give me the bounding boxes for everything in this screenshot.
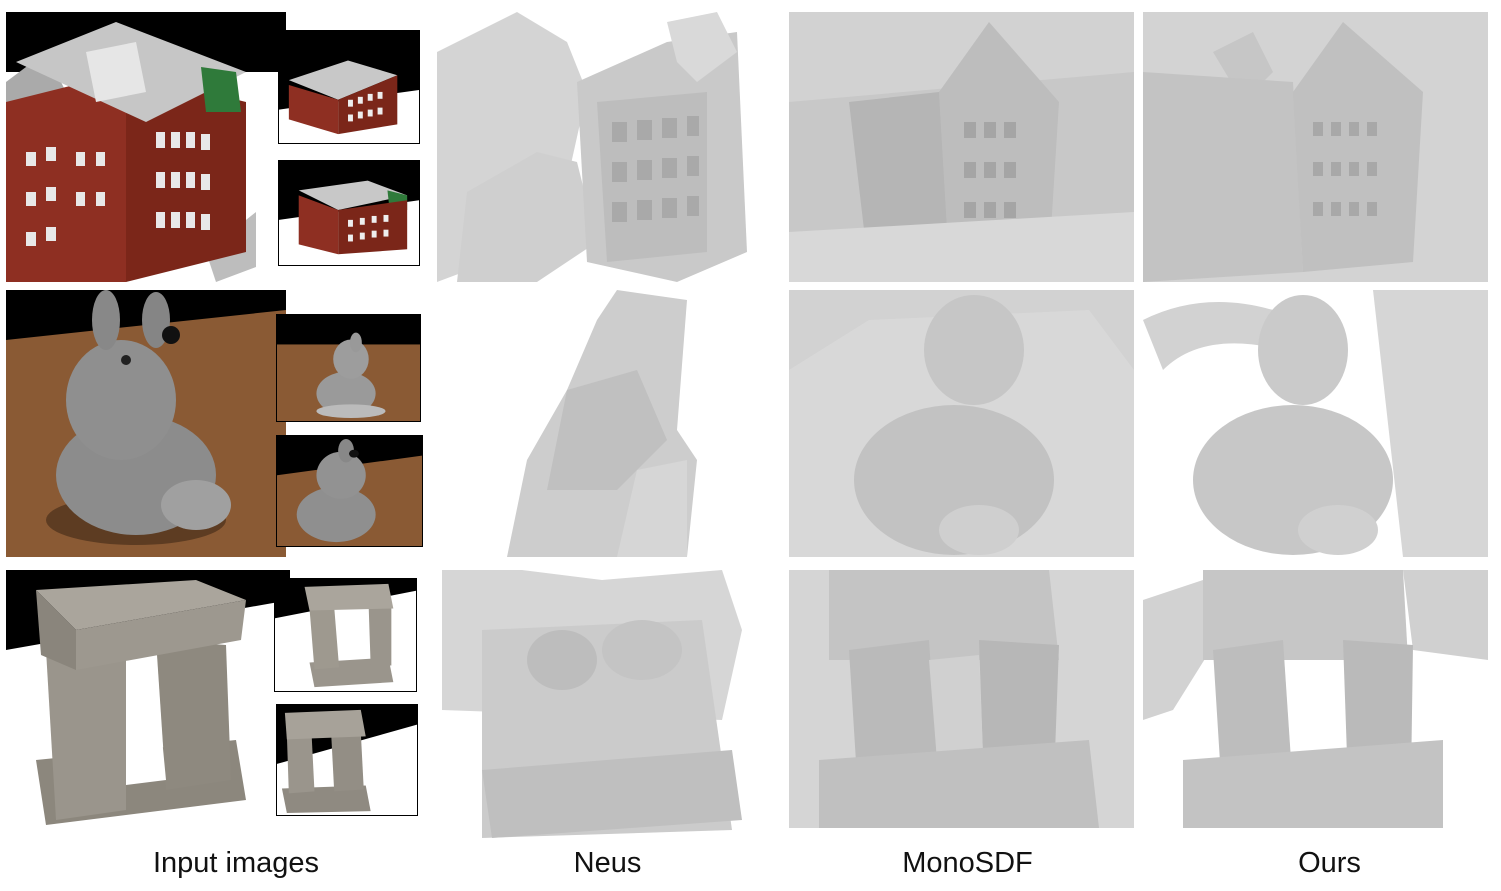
neus-reconstruction-rabbit bbox=[437, 290, 767, 557]
input-thumb-stone-2 bbox=[276, 704, 418, 816]
input-image-building-main bbox=[6, 12, 286, 282]
ours-reconstruction-rabbit bbox=[1143, 290, 1488, 557]
column-label-monosdf: MonoSDF bbox=[902, 847, 1033, 879]
monosdf-reconstruction-rabbit bbox=[789, 290, 1134, 557]
input-thumb-stone-1 bbox=[274, 578, 417, 692]
input-image-stone-main bbox=[6, 570, 290, 828]
monosdf-reconstruction-building bbox=[789, 12, 1134, 282]
input-image-rabbit-main bbox=[6, 290, 286, 557]
ours-reconstruction-building bbox=[1143, 12, 1488, 282]
column-label-neus: Neus bbox=[573, 847, 642, 879]
input-thumb-rabbit-2 bbox=[276, 435, 423, 547]
ours-reconstruction-stone bbox=[1143, 570, 1488, 828]
input-thumb-rabbit-1 bbox=[276, 314, 421, 422]
column-label-ours: Ours bbox=[1298, 847, 1361, 879]
monosdf-reconstruction-stone bbox=[789, 570, 1134, 828]
neus-reconstruction-building bbox=[437, 12, 767, 282]
input-thumb-building-2 bbox=[278, 160, 420, 266]
input-thumb-building-1 bbox=[278, 30, 420, 144]
neus-reconstruction-stone bbox=[442, 570, 767, 838]
column-label-input-images: Input images bbox=[152, 847, 320, 879]
